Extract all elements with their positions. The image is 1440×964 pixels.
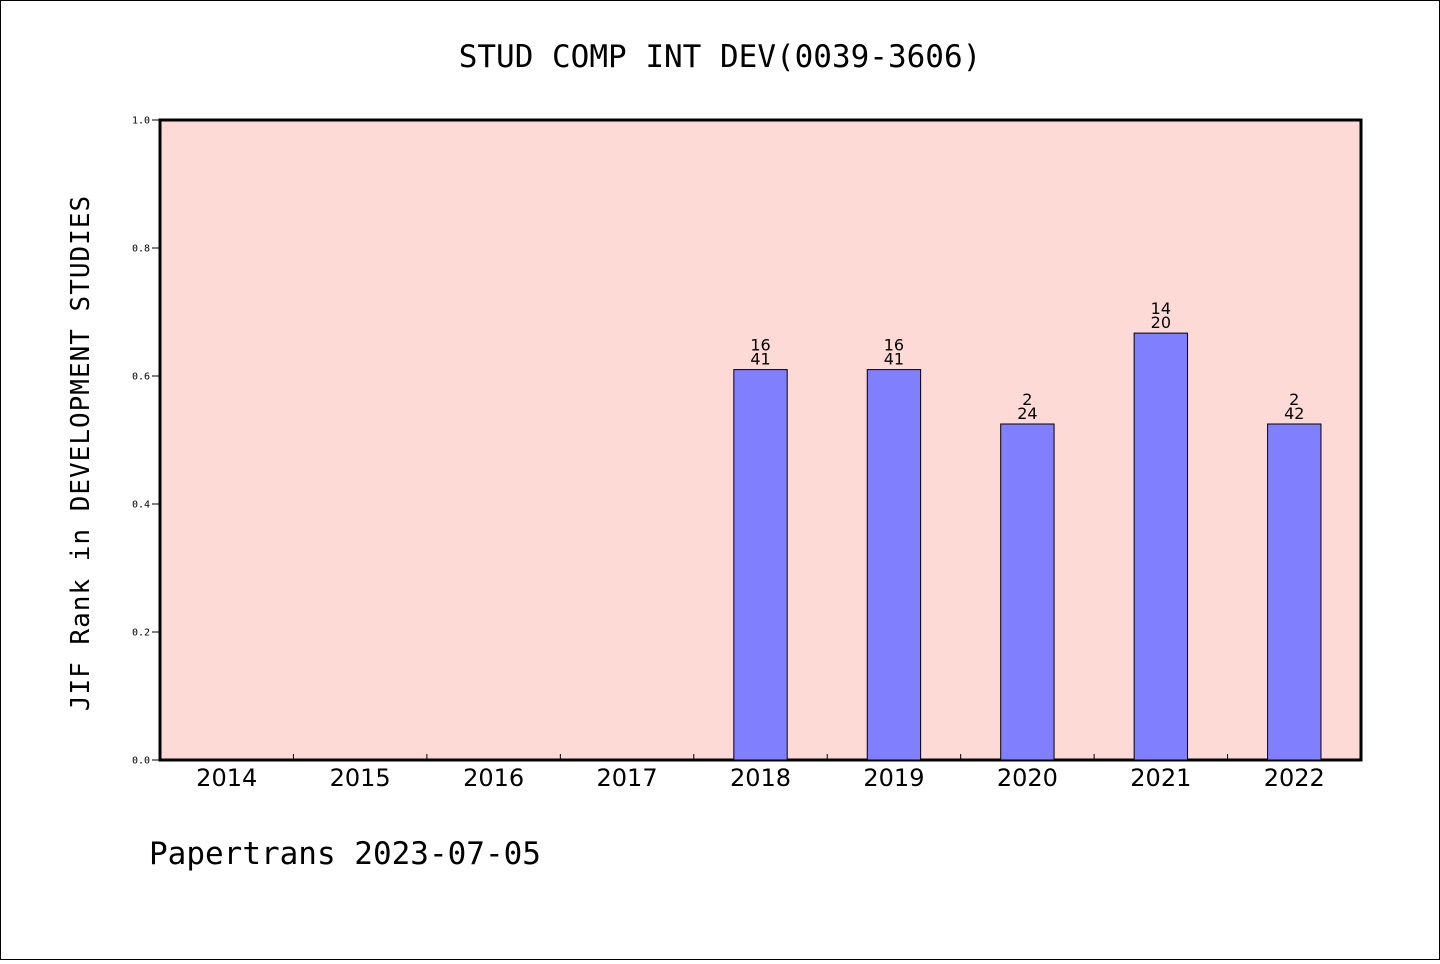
chart-title: STUD COMP INT DEV(0039-3606) <box>459 39 982 75</box>
bar-label-total: 41 <box>750 350 770 369</box>
y-axis-label: JIF Rank in DEVELOPMENT STUDIES <box>66 195 96 711</box>
y-tick-label: 1.0 <box>132 116 150 127</box>
y-tick-label: 0.8 <box>132 244 150 255</box>
y-tick-label: 0.4 <box>132 500 150 511</box>
bar-label-rank: 2 <box>1022 390 1032 409</box>
bar-label-rank: 2 <box>1289 390 1299 409</box>
y-axis: 0.0 0.2 0.4 0.6 0.8 1.0 <box>132 116 160 767</box>
bar <box>866 369 922 761</box>
y-tick-label: 0.0 <box>132 756 150 767</box>
bar-label-rank: 14 <box>1151 299 1171 318</box>
y-tick-label: 0.2 <box>132 628 150 639</box>
x-tick-label: 2015 <box>330 764 391 792</box>
x-tick-label: 2016 <box>463 764 524 792</box>
bar-label-total: 20 <box>1151 313 1171 332</box>
x-tick-label: 2017 <box>597 764 658 792</box>
y-tick-label: 0.6 <box>132 372 150 383</box>
bars <box>733 332 1322 761</box>
bar <box>1267 423 1322 761</box>
x-tick-label: 2021 <box>1130 764 1191 792</box>
x-tick-label: 2022 <box>1264 764 1325 792</box>
bar-label-rank: 16 <box>750 336 770 355</box>
x-tick-label: 2014 <box>196 764 257 792</box>
bar-label-total: 41 <box>884 350 904 369</box>
x-tick-label: 2019 <box>863 764 924 792</box>
bar-label-total: 24 <box>1017 404 1037 423</box>
bar <box>1000 423 1055 761</box>
footer-credit: Papertrans 2023-07-05 <box>149 836 541 872</box>
bar <box>733 369 788 761</box>
x-axis: 2014 2015 2016 2017 2018 2019 2020 2021 2022 <box>196 754 1325 792</box>
bar <box>1133 332 1189 761</box>
bar-label-rank: 16 <box>884 336 904 355</box>
x-tick-label: 2018 <box>730 764 791 792</box>
bar-label-total: 42 <box>1284 404 1304 423</box>
x-tick-label: 2020 <box>997 764 1058 792</box>
